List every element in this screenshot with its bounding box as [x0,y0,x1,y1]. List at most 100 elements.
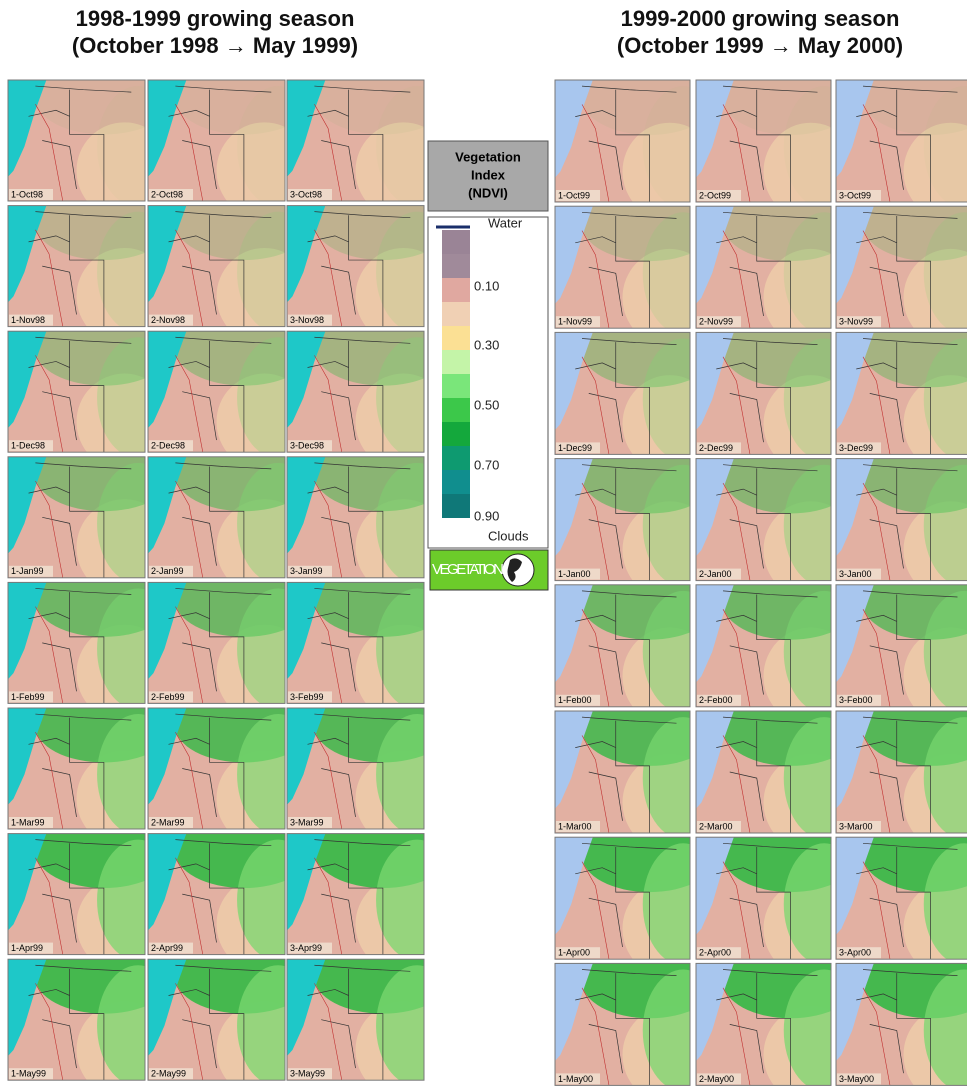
map-content: 3-May99 [287,941,458,1087]
legend-swatch [442,374,470,398]
vegetation [376,840,458,961]
map-tile: 3-Mar99 [287,690,458,847]
map-content: 3-Mar00 [836,693,967,852]
tile-label: 2-Oct98 [151,189,183,199]
tile-label: 2-Mar00 [699,821,733,831]
tile-label: 2-Mar99 [151,817,185,827]
map-tile: 3-Apr99 [287,815,458,972]
tile-label: 2-Feb00 [699,695,733,705]
tile-label: 3-Nov98 [290,315,324,325]
map-tile: 3-Nov99 [836,188,967,347]
legend-swatch [442,350,470,374]
legend-label: 0.10 [474,278,499,293]
tile-label: 2-Jan00 [699,569,732,579]
tile-label: 3-Jan99 [290,566,323,576]
logo-text: VEGETATION [432,561,504,578]
tile-label: 1-May00 [558,1074,593,1084]
legend-label: 0.90 [474,508,499,523]
tile-label: 1-Oct99 [558,190,590,200]
legend-label: 0.70 [474,457,499,472]
tile-label: 3-May00 [839,1074,874,1084]
tile-label: 3-Apr99 [290,943,322,953]
legend-label: Clouds [488,528,529,543]
legend-swatch [442,254,470,278]
legend-swatch [442,278,470,302]
vegetation [376,588,458,709]
map-tile: 3-Jan00 [836,440,967,599]
legend-swatch [442,470,470,494]
right-title: (October 1999 → May 2000) [617,33,903,58]
map-tile: 3-Dec99 [836,314,967,473]
tile-label: 1-Dec99 [558,443,592,453]
map-content: 3-Dec99 [836,314,967,473]
left-title: 1998-1999 growing season [76,6,355,31]
tile-label: 3-Feb00 [839,695,873,705]
map-content: 3-Apr99 [287,815,458,972]
tile-label: 3-Oct98 [290,189,322,199]
legend-title: Index [471,167,506,182]
map-content: 3-May00 [836,945,967,1087]
tile-label: 3-Jan00 [839,569,872,579]
tile-label: 2-May99 [151,1069,186,1079]
figure: 1998-1999 growing season (October 1998 →… [0,0,967,1087]
legend-swatch [442,446,470,470]
tile-label: 1-Feb99 [11,692,45,702]
tile-label: 2-May00 [699,1074,734,1084]
tile-label: 3-May99 [290,1069,325,1079]
left-title: (October 1998 → May 1999) [72,33,358,58]
tile-label: 3-Oct99 [839,190,871,200]
tile-label: 1-Jan99 [11,566,44,576]
map-tile: 3-Mar00 [836,693,967,852]
map-tile: 3-Oct99 [836,62,967,221]
right-title: 1999-2000 growing season [621,6,900,31]
tile-label: 3-Feb99 [290,692,324,702]
legend-swatch [442,326,470,350]
map-tile: 3-May00 [836,945,967,1087]
legend-swatch [442,230,470,254]
logo-globe [502,554,534,586]
tile-label: 2-Nov98 [151,315,185,325]
map-tile: 3-May99 [287,941,458,1087]
tile-label: 2-Dec98 [151,441,185,451]
vegetation [376,965,458,1086]
map-content: 3-Mar99 [287,690,458,847]
tile-label: 2-Apr99 [151,943,183,953]
map-tile: 3-Apr00 [836,819,967,978]
tile-label: 3-Nov99 [839,317,873,327]
tile-label: 3-Mar99 [290,817,324,827]
tile-label: 1-Nov99 [558,317,592,327]
tile-label: 2-Nov99 [699,317,733,327]
tile-label: 1-Oct98 [11,189,43,199]
tile-label: 3-Dec98 [290,441,324,451]
tile-label: 2-Dec99 [699,443,733,453]
legend-label: 0.50 [474,397,499,412]
tile-label: 1-Feb00 [558,695,592,705]
legend-label: Water [488,215,523,230]
legend-title: (NDVI) [468,185,508,200]
tile-label: 1-Mar99 [11,817,45,827]
tile-label: 2-Apr00 [699,948,731,958]
tile-label: 2-Oct99 [699,190,731,200]
tile-label: 1-Dec98 [11,441,45,451]
tile-label: 3-Apr00 [839,948,871,958]
legend-swatch [442,302,470,326]
legend-label: 0.30 [474,337,499,352]
map-content: 3-Oct99 [836,62,967,221]
tile-label: 1-Nov98 [11,315,45,325]
legend-swatch [442,398,470,422]
tile-label: 2-Feb99 [151,692,185,702]
legend-title: Vegetation [455,149,521,164]
map-content: 3-Apr00 [836,819,967,978]
legend-swatch [442,494,470,518]
tile-label: 1-May99 [11,1069,46,1079]
tile-label: 3-Dec99 [839,443,873,453]
map-content: 3-Jan00 [836,440,967,599]
map-content: 3-Nov99 [836,188,967,347]
tile-label: 3-Mar00 [839,821,873,831]
vegetation [376,714,458,835]
tile-label: 1-Apr99 [11,943,43,953]
tile-label: 2-Jan99 [151,566,184,576]
tile-label: 1-Apr00 [558,948,590,958]
map-content: 3-Feb00 [836,567,967,726]
tile-label: 1-Mar00 [558,821,592,831]
